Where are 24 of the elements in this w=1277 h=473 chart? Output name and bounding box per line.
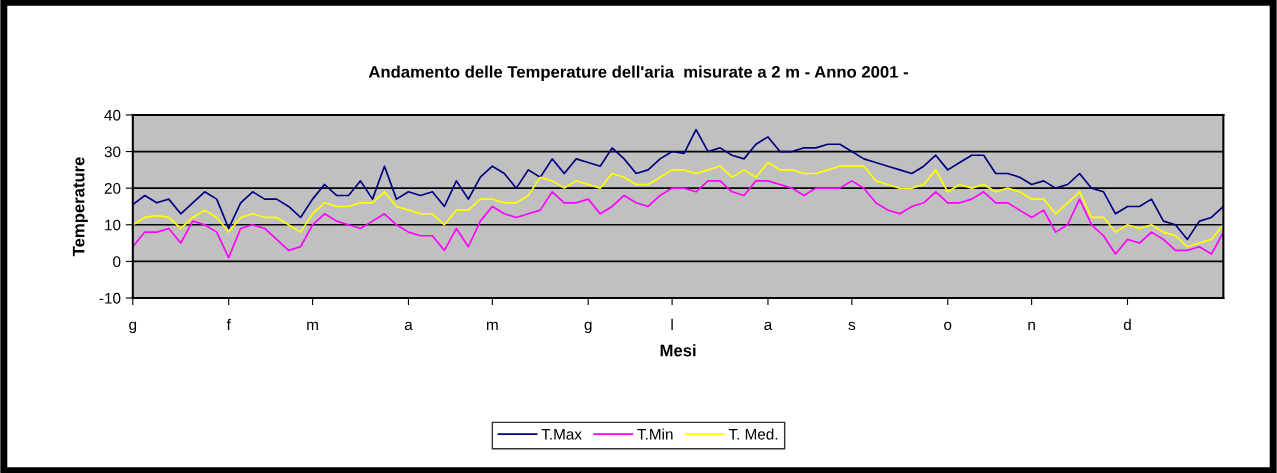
chart-title: Andamento delle Temperature dell'aria misurate a 2 m - Anno 2001 - (368, 65, 908, 82)
y-tick-label: 10 (105, 219, 121, 231)
y-tick-label: 20 (104, 183, 121, 194)
x-tick-label: o (944, 321, 952, 331)
y-tick-label: 0 (113, 256, 121, 268)
y-axis-title: Temperature (72, 157, 88, 257)
x-tick-label: l (671, 318, 673, 330)
legend-label: T. Med. (728, 428, 778, 440)
y-tick-label: 30 (104, 146, 121, 158)
x-axis-title: Mesi (660, 344, 696, 357)
x-tick-label: s (848, 321, 856, 331)
legend-label: T.Min (637, 428, 673, 440)
x-tick-label: f (226, 318, 231, 330)
y-tick-label: -10 (99, 292, 121, 304)
x-tick-label: n (1028, 321, 1035, 330)
legend-label: T.Max (541, 429, 582, 440)
x-tick-label: g (129, 321, 137, 334)
y-tick-label: 40 (104, 109, 121, 121)
x-tick-label: m (486, 321, 498, 330)
x-tick-label: a (764, 321, 773, 331)
x-tick-label: g (584, 321, 592, 334)
x-tick-label: m (307, 321, 318, 330)
x-tick-label: a (404, 321, 413, 331)
x-tick-label: d (1123, 318, 1131, 331)
